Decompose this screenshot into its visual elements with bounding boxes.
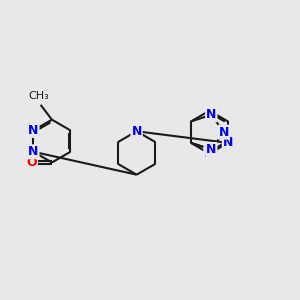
Text: N: N — [219, 126, 229, 139]
Text: N: N — [206, 108, 217, 122]
Text: N: N — [131, 125, 142, 138]
Text: N: N — [204, 147, 214, 160]
Text: N: N — [28, 124, 39, 137]
Text: CH₃: CH₃ — [29, 91, 50, 101]
Text: O: O — [26, 156, 37, 169]
Text: N: N — [206, 143, 217, 156]
Text: N: N — [223, 136, 233, 149]
Text: N: N — [28, 145, 39, 158]
